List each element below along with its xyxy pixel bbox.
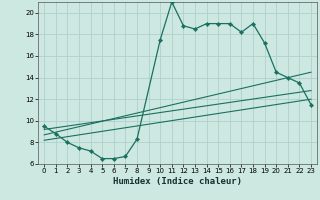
X-axis label: Humidex (Indice chaleur): Humidex (Indice chaleur) [113,177,242,186]
